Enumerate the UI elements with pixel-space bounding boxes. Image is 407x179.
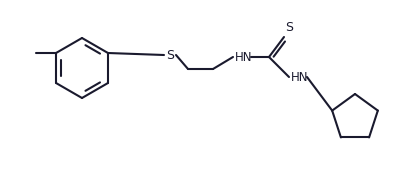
Text: S: S bbox=[166, 49, 174, 62]
Text: HN: HN bbox=[235, 50, 252, 64]
Text: S: S bbox=[285, 21, 293, 34]
Text: HN: HN bbox=[291, 71, 309, 83]
